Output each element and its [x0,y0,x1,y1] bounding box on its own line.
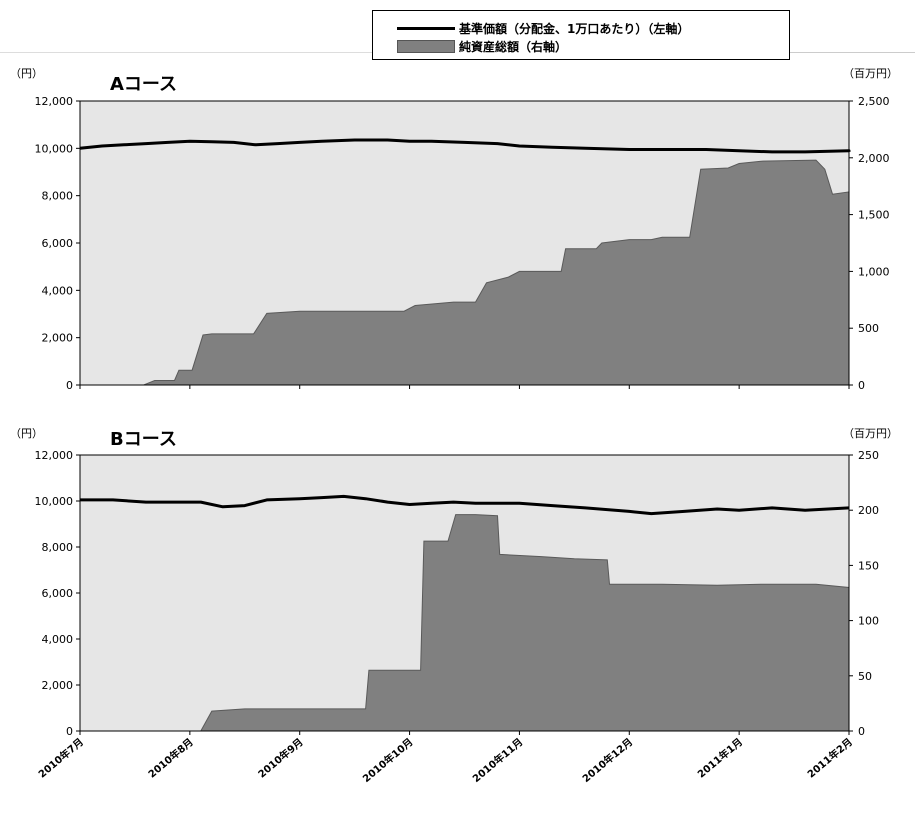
right-axis-unit: （百万円） [843,427,898,440]
legend-line-swatch [397,26,455,30]
right-tick-label: 1,000 [858,265,890,278]
legend-area-swatch [397,39,455,53]
top-rule-left [0,52,372,53]
right-tick-label: 50 [858,670,872,683]
series-nav-line [80,494,850,516]
chart-panel-b: 0 2,000 4,000 6,000 8,000 10,000 12,000 0 50 100 1… [10,427,898,785]
series-nav-line [79,138,851,154]
panel-title: Aコース [110,74,177,95]
left-axis-unit: （円） [10,67,43,80]
left-tick-label: 8,000 [42,190,74,203]
right-tick-label: 2,000 [858,152,890,165]
left-axis-unit: （円） [10,427,43,440]
chart-panel-a: 0 2,000 4,000 6,000 8,000 10,000 12,000 0 500 1,0… [10,67,898,392]
legend: 基準価額（分配金、1万口あたり）（左軸） 純資産総額（右軸） [372,10,790,60]
right-tick-label: 250 [858,449,879,462]
left-tick-label: 4,000 [42,633,74,646]
panel-title: Bコース [110,429,177,450]
x-tick-label: 2010年9月 [255,735,305,780]
right-tick-label: 150 [858,559,879,572]
legend-area-label: 純資産総額（右軸） [459,39,568,54]
legend-line-label: 基準価額（分配金、1万口あたり）（左軸） [459,21,690,36]
x-tick-label: 2010年11月 [470,735,526,785]
x-tick-label: 2010年12月 [580,735,636,785]
left-tick-label: 12,000 [35,449,74,462]
x-tick-label: 2010年10月 [360,735,416,785]
right-tick-label: 0 [858,379,865,392]
x-tick-label: 2011年2月 [805,735,855,780]
left-tick-label: 6,000 [42,237,74,250]
right-tick-label: 100 [858,615,879,628]
right-axis-unit: （百万円） [843,67,898,80]
x-tick-label: 2011年1月 [695,735,745,780]
left-tick-label: 2,000 [42,679,74,692]
top-rule-right [790,52,915,53]
left-tick-label: 0 [66,725,73,738]
right-tick-label: 500 [858,322,879,335]
left-tick-label: 10,000 [35,142,74,155]
left-tick-label: 0 [66,379,73,392]
left-tick-label: 2,000 [42,332,74,345]
legend-item-nav: 基準価額（分配金、1万口あたり）（左軸） [397,19,689,37]
left-tick-label: 6,000 [42,587,74,600]
left-tick-label: 4,000 [42,284,74,297]
right-tick-label: 200 [858,504,879,517]
series-net-assets-area [80,159,850,386]
series-net-assets-area [80,514,850,732]
right-tick-label: 0 [858,725,865,738]
right-tick-label: 1,500 [858,209,890,222]
legend-item-assets: 純資産総額（右軸） [397,37,567,55]
right-tick-label: 2,500 [858,95,890,108]
left-tick-label: 12,000 [35,95,74,108]
left-tick-label: 8,000 [42,541,74,554]
x-tick-label: 2010年7月 [36,735,86,780]
left-tick-label: 10,000 [35,495,74,508]
x-tick-label: 2010年8月 [145,735,195,780]
